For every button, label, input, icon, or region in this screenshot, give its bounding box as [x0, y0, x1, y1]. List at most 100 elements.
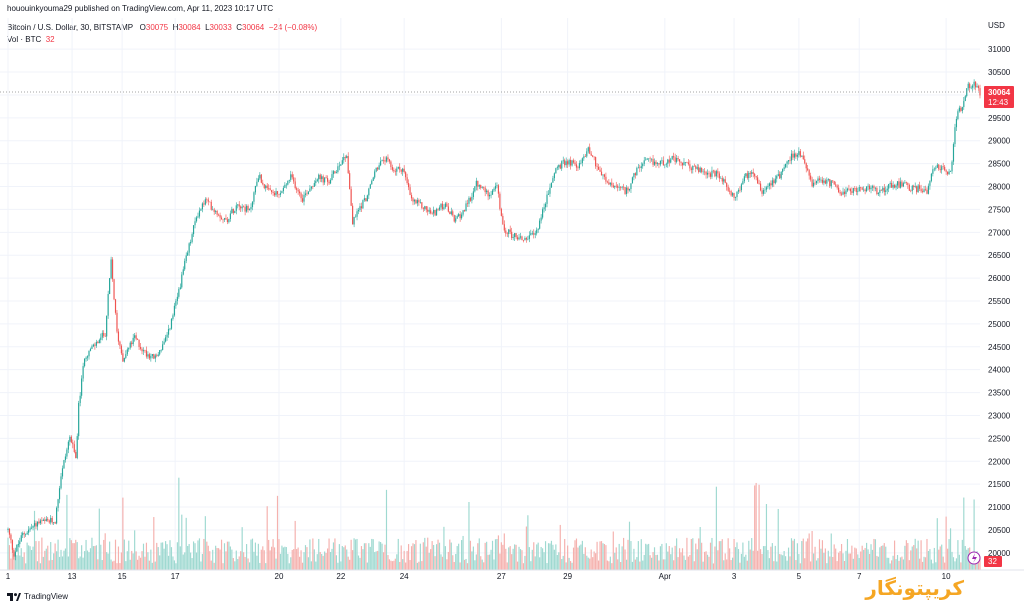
volume-bar — [948, 539, 950, 570]
volume-bar — [745, 554, 747, 570]
candle-body — [64, 456, 67, 461]
volume-bar — [883, 543, 885, 570]
candle-body — [419, 202, 421, 203]
volume-bar — [696, 549, 698, 570]
symbol-name[interactable]: Bitcoin / U.S. Dollar, 30, BITSTAMP — [7, 23, 133, 32]
volume-bar — [385, 489, 388, 570]
candle-body — [265, 185, 267, 189]
volume-bar — [344, 545, 346, 570]
candle-body — [63, 460, 65, 469]
volume-bar — [447, 551, 449, 570]
candle-body — [263, 184, 265, 189]
candle-body — [587, 147, 589, 152]
candle-body — [14, 551, 16, 557]
candle-body — [176, 296, 178, 301]
candle-body — [590, 153, 592, 156]
candle-body — [179, 287, 181, 290]
volume-bar — [444, 546, 446, 570]
candle-body — [543, 207, 545, 210]
volume-bar — [109, 541, 111, 570]
price-tick-label: 24500 — [988, 343, 1011, 352]
candle-body — [758, 183, 760, 185]
candle-body — [332, 171, 335, 175]
volume-bar — [599, 541, 601, 570]
candle-body — [349, 173, 351, 190]
volume-bar — [293, 549, 295, 570]
volume-bar — [509, 546, 511, 570]
candle-body — [801, 155, 803, 157]
candle-body — [553, 173, 555, 179]
volume-bar — [416, 562, 419, 570]
candle-body — [257, 178, 259, 182]
volume-bar — [235, 550, 237, 570]
volume-bar — [521, 550, 523, 570]
volume-bar — [913, 545, 915, 570]
volume-bar — [238, 556, 240, 570]
candle-body — [755, 176, 757, 178]
candle-body — [561, 161, 563, 169]
volume-bar — [597, 560, 600, 570]
volume-bar — [824, 548, 826, 570]
candle-body — [802, 155, 804, 160]
candle-body — [173, 305, 176, 316]
volume-bar — [113, 560, 115, 570]
candle-body — [134, 335, 136, 338]
candle-body — [571, 160, 573, 166]
volume-bar — [471, 551, 473, 570]
volume-bar — [175, 563, 177, 570]
candle-body — [961, 107, 963, 111]
high-value: 30084 — [178, 23, 201, 32]
volume-bar — [522, 563, 525, 570]
volume-bar — [665, 543, 667, 570]
volume-bar — [885, 546, 887, 570]
volume-bar — [698, 538, 700, 570]
volume-bar — [603, 544, 606, 570]
tradingview-logo[interactable]: TradingView — [7, 592, 68, 601]
volume-bar — [843, 561, 846, 570]
candle-body — [911, 185, 913, 191]
volume-bar — [740, 553, 743, 570]
volume-bar — [54, 543, 56, 570]
volume-bar — [419, 543, 421, 570]
candle-body — [428, 210, 430, 212]
volume-bar — [580, 544, 582, 570]
candle-body — [387, 157, 389, 160]
candle-body — [481, 186, 483, 188]
volume-bar — [10, 558, 12, 570]
time-tick-label: Apr — [659, 572, 672, 581]
volume-bar — [670, 554, 672, 570]
candle-body — [354, 216, 357, 218]
volume-bar — [692, 538, 694, 570]
candle-body — [835, 184, 837, 186]
candle-body — [397, 166, 399, 169]
volume-bar — [757, 550, 759, 570]
volume-bar — [593, 551, 595, 570]
candle-body — [852, 188, 854, 193]
candle-body — [434, 209, 436, 216]
volume-bar — [156, 542, 158, 570]
volume-bar — [755, 482, 757, 570]
candle-body — [815, 181, 818, 184]
volume-label[interactable]: Vol · BTC — [7, 35, 42, 44]
volume-bar — [218, 548, 220, 570]
volume-bar — [786, 560, 788, 570]
candle-body — [689, 164, 691, 169]
candle-body — [812, 182, 815, 187]
candle-body — [478, 185, 480, 187]
volume-bar — [300, 550, 302, 570]
close-label: C — [236, 23, 242, 32]
volume-bar — [880, 545, 882, 570]
candle-body — [471, 196, 473, 201]
time-tick-label: 3 — [732, 572, 737, 581]
volume-bar — [427, 537, 429, 570]
candle-body — [220, 217, 223, 220]
volume-bar — [363, 543, 365, 570]
volume-bar — [936, 518, 938, 570]
candle-body — [640, 166, 642, 168]
candle-body — [637, 167, 639, 169]
candle-body — [369, 184, 371, 189]
candle-body — [612, 185, 614, 188]
volume-bar — [930, 559, 932, 570]
candle-body — [248, 209, 251, 210]
